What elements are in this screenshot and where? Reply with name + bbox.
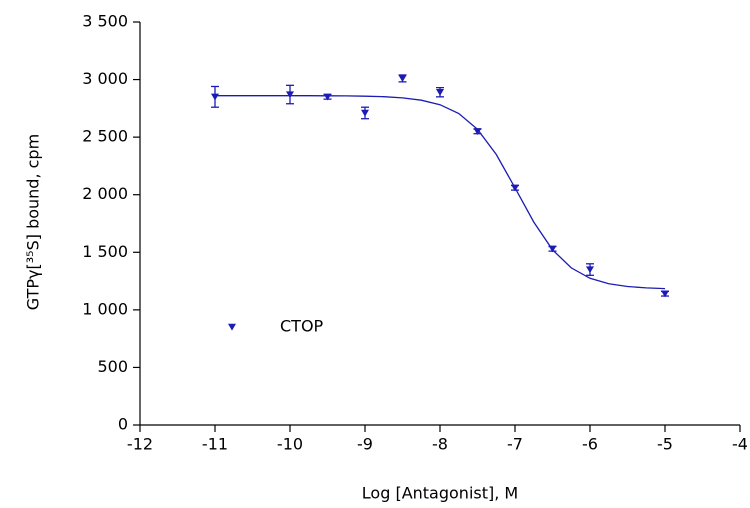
x-tick-label: -6 <box>582 435 598 454</box>
legend-label: CTOP <box>280 317 324 336</box>
x-tick-label: -5 <box>657 435 673 454</box>
point <box>286 91 294 99</box>
point <box>361 109 369 117</box>
x-tick-label: -7 <box>507 435 523 454</box>
x-tick-label: -8 <box>432 435 448 454</box>
y-tick-label: 1 000 <box>82 299 128 318</box>
y-tick-label: 3 000 <box>82 69 128 88</box>
y-axis-label: GTPγ[³⁵S] bound, cpm <box>24 134 43 310</box>
x-tick-label: -11 <box>202 435 228 454</box>
point <box>661 290 669 298</box>
x-tick-label: -4 <box>732 435 748 454</box>
y-tick-label: 1 500 <box>82 242 128 261</box>
legend-marker <box>228 323 236 331</box>
point <box>398 75 407 83</box>
y-tick-label: 2 000 <box>82 184 128 203</box>
x-tick-label: -12 <box>127 435 153 454</box>
y-tick-label: 0 <box>118 415 128 434</box>
fit-curve <box>215 95 666 290</box>
x-tick-label: -9 <box>357 435 373 454</box>
point <box>473 128 482 135</box>
y-tick-label: 500 <box>97 357 128 376</box>
x-axis-label: Log [Antagonist], M <box>362 484 518 503</box>
point <box>548 245 557 253</box>
x-tick-label: -10 <box>277 435 303 454</box>
point <box>511 184 519 192</box>
point <box>436 89 444 96</box>
point <box>586 266 594 274</box>
y-tick-label: 2 500 <box>82 127 128 146</box>
point <box>323 93 332 101</box>
y-tick-label: 3 500 <box>82 12 128 31</box>
point <box>211 93 219 101</box>
